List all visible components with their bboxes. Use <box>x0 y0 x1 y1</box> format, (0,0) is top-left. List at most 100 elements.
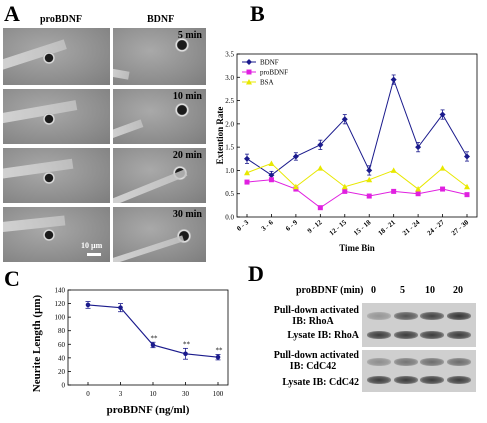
plot-frame <box>67 289 229 386</box>
blot-strip-cdc42 <box>362 350 476 392</box>
blot-band <box>394 358 418 366</box>
lane-label-0: 0 <box>371 285 376 296</box>
y-axis-label: Extention Rate <box>215 107 225 165</box>
y-tick-label: 40 <box>58 354 66 362</box>
significance-label: ** <box>151 334 159 342</box>
blot-band <box>447 312 471 320</box>
significance-label: ** <box>183 340 191 348</box>
image-bdnf-5min: 5 min <box>113 28 206 85</box>
point-probdnf <box>464 192 470 198</box>
point-bdnf <box>439 111 446 118</box>
y-tick-label: 120 <box>55 300 66 308</box>
neurite <box>113 169 188 203</box>
series-line-bdnf <box>246 77 468 176</box>
point-probdnf <box>415 191 421 197</box>
image-bdnf-10min: 10 min <box>113 89 206 144</box>
series-line <box>87 304 219 358</box>
neurite <box>3 100 78 124</box>
lane-label-20: 20 <box>453 285 463 296</box>
x-tick-label: 24 - 27 <box>425 218 446 237</box>
y-tick-label: 3.0 <box>225 74 234 82</box>
point-bdnf <box>317 141 324 148</box>
x-tick-label: 30 <box>182 390 190 398</box>
x-tick-label: 3 <box>119 390 123 398</box>
x-tick-label: 0 <box>86 390 90 398</box>
data-point <box>215 354 221 360</box>
y-tick-label: 140 <box>55 287 66 295</box>
point-probdnf <box>268 177 274 183</box>
x-tick-label: 18 - 21 <box>377 218 398 237</box>
x-axis-label: Time Bin <box>339 243 375 253</box>
y-tick-label: 1.5 <box>225 144 234 152</box>
bead <box>43 172 55 184</box>
point-bsa <box>292 183 299 190</box>
blot-band <box>394 331 418 339</box>
x-tick-label: 15 - 18 <box>352 218 373 237</box>
data-point <box>118 305 123 310</box>
x-tick-label: 12 - 15 <box>328 218 349 237</box>
image-probdnf-5min <box>3 28 110 85</box>
y-tick-label: 1.0 <box>225 167 234 175</box>
point-probdnf <box>244 179 250 185</box>
point-bsa <box>268 160 275 166</box>
y-tick-label: 3.5 <box>225 51 234 59</box>
blot-band <box>367 358 391 366</box>
bead <box>175 38 189 52</box>
image-probdnf-30min: 10 µm <box>3 207 110 262</box>
y-tick-label: 80 <box>58 327 66 335</box>
blot-band <box>420 312 444 320</box>
x-tick-label: 10 <box>150 390 158 398</box>
point-bdnf <box>292 153 299 160</box>
time-label-10min: 10 min <box>172 91 202 102</box>
significance-label: ** <box>216 346 224 354</box>
point-bdnf <box>341 116 348 123</box>
blot-label-lysate-cdc42: Lysate IB: CdC42 <box>282 377 359 388</box>
point-bdnf <box>415 144 422 151</box>
panel-d-header: proBDNF (min) <box>296 285 364 296</box>
x-axis-label: proBDNF (ng/ml) <box>107 404 190 416</box>
data-point <box>150 342 156 348</box>
lane-label-10: 10 <box>425 285 435 296</box>
blot-band <box>447 331 471 339</box>
blot-band <box>394 376 418 384</box>
y-tick-label: 0 <box>62 382 66 390</box>
blot-strip-rhoa <box>362 303 476 347</box>
data-point <box>85 302 91 308</box>
blot-band <box>367 376 391 384</box>
plot-frame <box>236 53 478 218</box>
x-tick-label: 100 <box>213 390 224 398</box>
legend-label: proBDNF <box>260 69 288 77</box>
point-bsa <box>415 186 422 192</box>
y-tick-label: 2.5 <box>225 97 234 105</box>
blot-band <box>447 358 471 366</box>
x-tick-label: 27 - 30 <box>450 218 471 237</box>
point-bdnf <box>390 76 397 83</box>
panel-a-header-bdnf: BDNF <box>147 14 175 25</box>
point-probdnf <box>342 188 348 194</box>
chart-b: 0.0 0.5 1.0 1.5 2.0 2.5 3.0 3.5 0 - 3 3 - 6 6 - 9 9… <box>215 51 478 253</box>
scale-bar-label: 10 µm <box>81 241 103 250</box>
time-label-5min: 5 min <box>177 30 202 41</box>
blot-band <box>367 312 391 320</box>
series-line-probdnf <box>246 179 468 209</box>
scale-bar <box>87 253 101 256</box>
image-bdnf-30min: 30 min <box>113 207 206 262</box>
bead <box>43 113 55 125</box>
data-point <box>183 351 188 357</box>
legend-label: BSA <box>260 79 274 87</box>
panel-b-letter: B <box>250 1 265 26</box>
x-tick-label: 3 - 6 <box>260 218 275 233</box>
image-probdnf-10min <box>3 89 110 144</box>
chart-c: 0 20 40 60 80 100 120 140 0 3 10 30 100 proBDNF (ng/m… <box>31 287 229 416</box>
neurite <box>113 235 185 262</box>
panel-a-header-probdnf: proBDNF <box>40 14 83 25</box>
blot-band <box>420 376 444 384</box>
y-tick-label: 60 <box>58 341 66 349</box>
image-bdnf-20min: 20 min <box>113 148 206 203</box>
neurite <box>3 158 74 180</box>
neurite <box>113 119 144 139</box>
point-probdnf <box>366 193 372 199</box>
blot-label-pulldown-rhoa: Pull-down activated IB: RhoA <box>247 305 359 327</box>
point-bdnf <box>244 155 250 162</box>
legend-marker <box>246 79 252 85</box>
